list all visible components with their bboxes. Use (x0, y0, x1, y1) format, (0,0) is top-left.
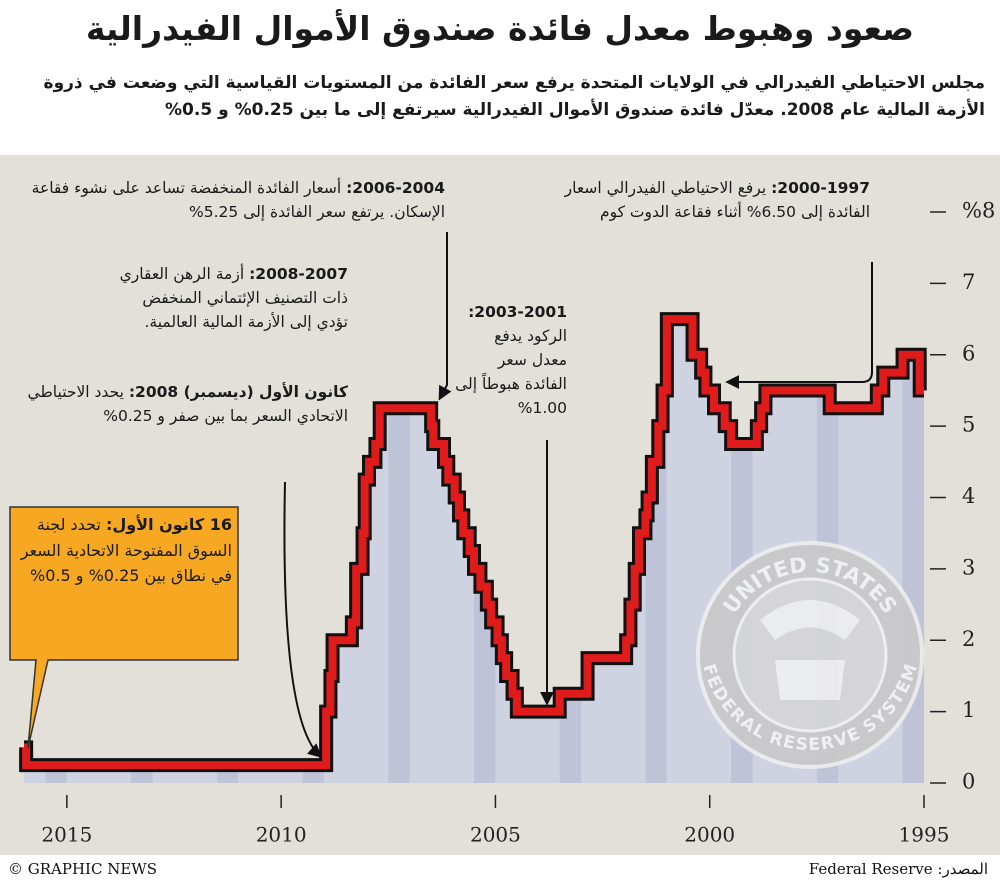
source: المصدر: Federal Reserve (808, 860, 988, 878)
annotation: 2006-2004: أسعار الفائدة المنخفضة تساعد … (25, 176, 445, 224)
y-tick-label: 3 (962, 555, 975, 579)
annotation: 2008-2007: أزمة الرهن العقاري ذات التصني… (110, 262, 348, 334)
annotation: 2000-1997: يرفع الاحتياطي الفيدرالي اسعا… (540, 176, 870, 224)
y-tick-label: 1 (962, 698, 975, 722)
y-tick-label: 5 (962, 413, 975, 437)
x-tick-label: 2000 (684, 823, 735, 847)
callout-heading: 16 كانون الأول: (105, 515, 232, 534)
annotation-text: أسعار الفائدة المنخفضة تساعد على نشوء فق… (31, 179, 445, 222)
annotation-heading: 2006-2004: (346, 179, 445, 197)
seal-shield (775, 660, 845, 700)
annotation: كانون الأول (ديسمبر) 2008: يحدد الاحتياط… (10, 380, 348, 428)
annotation-text: الركود يدفع معدل سعر الفائدة هبوطاً إلى … (455, 327, 567, 418)
title: صعود وهبوط معدل فائدة صندوق الأموال الفي… (85, 9, 915, 48)
x-tick-label: 1995 (899, 823, 950, 847)
seal-head (800, 602, 820, 622)
arrow-2008 (283, 481, 323, 758)
credit: © GRAPHIC NEWS (8, 860, 157, 878)
annotation-text: أزمة الرهن العقاري ذات التصنيف الإئتماني… (119, 265, 348, 332)
stripe (388, 319, 410, 783)
annotation-heading: 2008-2007: (249, 265, 348, 283)
y-tick-label: %8 (962, 199, 995, 223)
arrow-1997 (725, 262, 873, 389)
callout-text: تحدد لجنة السوق المفتوحة الاتحادية السعر… (20, 515, 232, 586)
annotation-text: يرفع الاحتياطي الفيدرالي اسعار الفائدة إ… (564, 179, 870, 222)
y-tick-label: 7 (962, 270, 975, 294)
x-tick-label: 2005 (470, 823, 521, 847)
y-tick-label: 4 (962, 484, 975, 508)
annotation: 2003-2001: الركود يدفع معدل سعر الفائدة ه… (455, 300, 567, 420)
annotation-heading: 2000-1997: (771, 179, 870, 197)
y-tick-label: 0 (962, 770, 975, 794)
arrow-2004 (438, 232, 452, 401)
callout-box (9, 506, 239, 749)
y-tick-label: 2 (962, 627, 975, 651)
x-tick-label: 2015 (41, 823, 92, 847)
callout: 16 كانون الأول: تحدد لجنة السوق المفتوحة… (18, 512, 232, 589)
fed-seal: UNITED STATES FEDERAL RESERVE SYSTEM (696, 541, 924, 769)
arrows (283, 232, 873, 758)
annotation-heading: 2003-2001: (468, 303, 567, 321)
plot: 0 1 2 3 4 5 6 7 %8 2015 2010 2005 2000 1995 (19, 199, 995, 847)
line (22, 315, 924, 770)
annotation-text: يحدد الاحتياطي الاتحادي السعر بما بين صف… (27, 383, 348, 426)
subtitle: مجلس الاحتياطي الفيدرالي في الولايات الم… (43, 73, 985, 121)
y-tick-label: 6 (962, 341, 975, 365)
x-tick-label: 2010 (256, 823, 307, 847)
annotation-heading: كانون الأول (ديسمبر) 2008: (128, 383, 348, 401)
